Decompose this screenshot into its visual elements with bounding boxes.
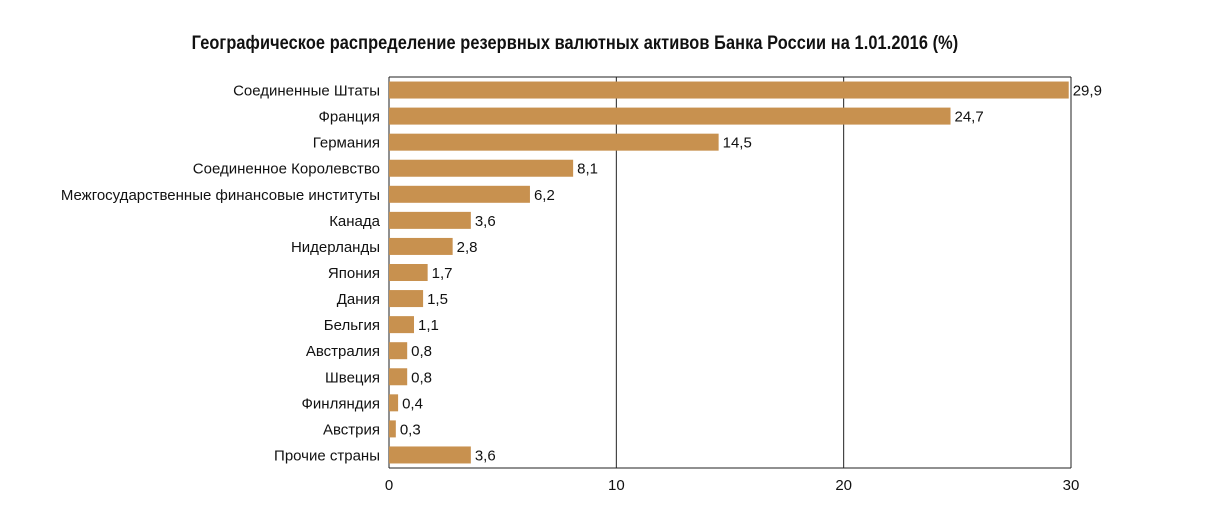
category-label: Межгосударственные финансовые институты [61,187,380,204]
category-label: Германия [313,135,380,152]
bar [389,394,399,412]
data-label: 0,8 [411,369,432,386]
category-label: Соединенное Королевство [193,161,380,178]
data-label: 14,5 [723,135,752,152]
data-label: 3,6 [475,447,496,464]
data-label: 0,8 [411,343,432,360]
category-label: Соединенные Штаты [233,83,380,100]
bar [389,185,530,203]
category-label: Нидерланды [291,239,380,256]
data-label: 3,6 [475,213,496,230]
data-label: 1,1 [418,317,439,334]
category-label: Австрия [323,421,380,438]
bar [389,81,1069,99]
bar [389,446,471,464]
category-label: Бельгия [324,317,380,334]
data-label: 1,5 [427,291,448,308]
bar [389,316,415,334]
data-label: 6,2 [534,187,555,204]
category-label: Прочие страны [274,447,380,464]
x-tick-label: 20 [835,477,852,494]
category-label: Швеция [325,369,380,386]
category-label: Австралия [306,343,380,360]
data-label: 29,9 [1073,83,1102,100]
x-tick-label: 10 [608,477,625,494]
bar [389,264,428,281]
bar [389,420,396,438]
x-tick-label: 30 [1063,477,1080,494]
data-label: 1,7 [432,265,453,282]
bar [389,159,574,177]
bar [389,237,453,255]
bar [389,133,719,151]
category-label: Канада [329,213,380,230]
category-label: Финляндия [302,395,380,412]
data-label: 0,3 [400,421,421,438]
category-label: Дания [337,291,380,308]
data-label: 24,7 [955,109,984,126]
bar [389,107,951,125]
bar [389,290,424,308]
bar [389,368,408,386]
category-label: Япония [328,265,380,282]
chart-title: Географическое распределение резервных в… [191,33,959,54]
data-label: 2,8 [457,239,478,256]
data-label: 0,4 [402,395,423,412]
bar [389,342,408,360]
x-tick-label: 0 [385,477,393,494]
data-label: 8,1 [577,161,598,178]
category-label: Франция [319,109,380,126]
bar [389,211,471,229]
